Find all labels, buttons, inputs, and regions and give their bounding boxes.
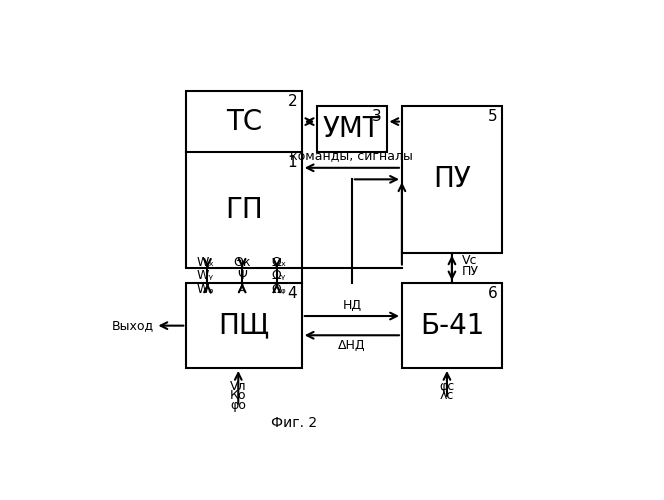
- Text: Выход: Выход: [112, 319, 153, 332]
- Text: ГП: ГП: [225, 196, 263, 224]
- Text: φо: φо: [230, 399, 246, 412]
- Text: Wₓ: Wₓ: [197, 256, 214, 268]
- Text: 4: 4: [288, 286, 297, 302]
- Text: ПЩ: ПЩ: [218, 312, 270, 340]
- Text: 1: 1: [288, 156, 297, 170]
- Text: 2: 2: [288, 94, 297, 109]
- Text: φс: φс: [440, 380, 455, 392]
- Text: ТС: ТС: [226, 108, 262, 136]
- Text: Wᵩ: Wᵩ: [197, 282, 214, 296]
- Text: λс: λс: [440, 389, 454, 402]
- Text: ΔНД: ΔНД: [338, 339, 366, 352]
- Text: Ωᵧ: Ωᵧ: [272, 269, 286, 282]
- Text: 6: 6: [487, 286, 497, 302]
- Bar: [402, 284, 502, 368]
- Text: ПУ: ПУ: [433, 166, 471, 194]
- Bar: [187, 284, 302, 368]
- Bar: [317, 106, 386, 152]
- Text: Θк: Θк: [233, 256, 251, 268]
- Text: ПУ: ПУ: [461, 265, 479, 278]
- Text: Ψ: Ψ: [237, 269, 247, 282]
- Text: Vс: Vс: [461, 254, 477, 266]
- Text: A: A: [238, 282, 246, 296]
- Text: Ωₓ: Ωₓ: [271, 256, 286, 268]
- Text: Vл: Vл: [230, 380, 246, 392]
- Text: Ко: Ко: [230, 389, 246, 402]
- Text: УМТ: УМТ: [323, 116, 380, 143]
- Text: НД: НД: [342, 299, 361, 312]
- Text: Фиг. 2: Фиг. 2: [271, 416, 317, 430]
- Text: Б-41: Б-41: [420, 312, 484, 340]
- Text: Ωᵩ: Ωᵩ: [272, 282, 286, 296]
- Text: Wᵧ: Wᵧ: [197, 269, 214, 282]
- Text: 5: 5: [488, 110, 497, 124]
- Bar: [402, 106, 502, 253]
- Text: 3: 3: [372, 110, 382, 124]
- Text: команды, сигналы: команды, сигналы: [290, 149, 413, 162]
- Bar: [187, 91, 302, 268]
